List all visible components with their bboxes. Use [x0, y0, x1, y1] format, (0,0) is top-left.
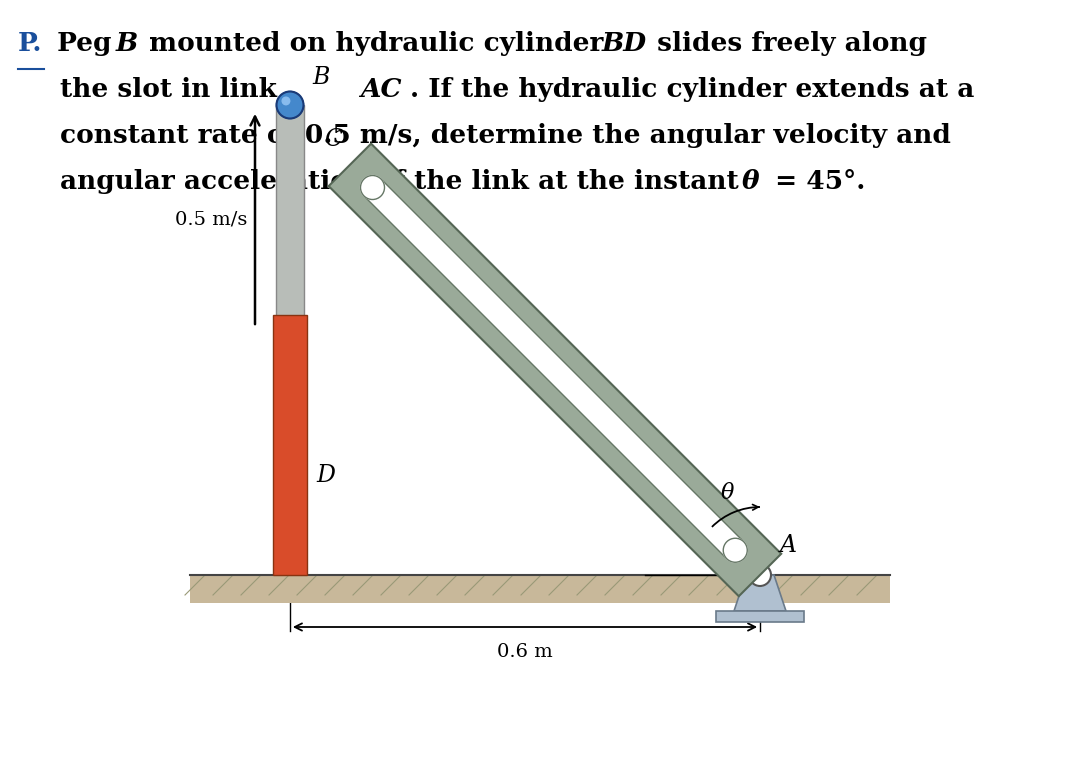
- Text: mounted on hydraulic cylinder: mounted on hydraulic cylinder: [140, 31, 612, 56]
- Polygon shape: [329, 143, 781, 596]
- Text: BD: BD: [602, 31, 647, 56]
- Text: C: C: [323, 128, 341, 151]
- Text: slides freely along: slides freely along: [648, 31, 927, 56]
- Circle shape: [749, 564, 771, 586]
- Circle shape: [276, 91, 303, 119]
- Circle shape: [723, 539, 747, 562]
- Text: constant rate of 0.5 m/s, determine the angular velocity and: constant rate of 0.5 m/s, determine the …: [60, 123, 951, 148]
- Text: A: A: [780, 534, 797, 557]
- Text: B: B: [312, 66, 330, 89]
- FancyBboxPatch shape: [716, 611, 805, 622]
- Text: θ: θ: [720, 482, 734, 504]
- Text: . If the hydraulic cylinder extends at a: . If the hydraulic cylinder extends at a: [410, 77, 974, 102]
- Text: D: D: [316, 463, 335, 487]
- Text: = 45°.: = 45°.: [766, 169, 865, 194]
- Text: angular acceleration of the link at the instant: angular acceleration of the link at the …: [60, 169, 748, 194]
- Polygon shape: [364, 179, 744, 559]
- Text: 0.6 m: 0.6 m: [497, 643, 553, 661]
- Text: AC: AC: [360, 77, 401, 102]
- FancyBboxPatch shape: [273, 315, 307, 575]
- Text: θ: θ: [742, 169, 760, 194]
- Text: Peg: Peg: [48, 31, 121, 56]
- Circle shape: [361, 175, 384, 199]
- Circle shape: [282, 97, 290, 105]
- Text: P.: P.: [18, 31, 43, 56]
- Text: the slot in link: the slot in link: [60, 77, 286, 102]
- Text: 0.5 m/s: 0.5 m/s: [175, 210, 246, 228]
- Polygon shape: [734, 575, 786, 611]
- FancyBboxPatch shape: [190, 575, 890, 603]
- Text: B: B: [116, 31, 139, 56]
- FancyBboxPatch shape: [275, 105, 304, 345]
